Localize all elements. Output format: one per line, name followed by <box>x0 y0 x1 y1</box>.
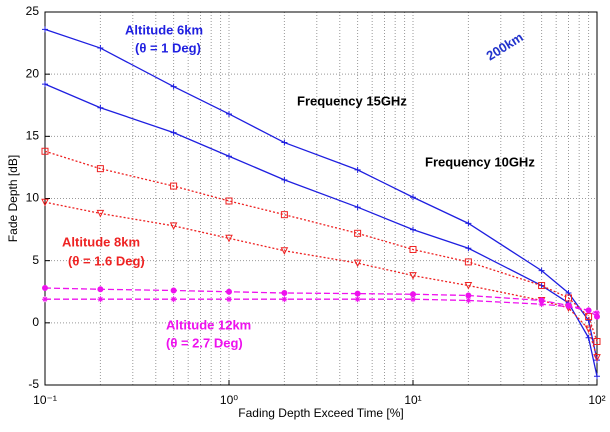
marker <box>225 197 233 205</box>
marker <box>465 297 472 304</box>
marker <box>565 303 572 310</box>
marker <box>225 234 233 243</box>
marker <box>584 325 593 334</box>
y-tick-label: 15 <box>26 129 40 143</box>
marker <box>538 301 545 308</box>
marker <box>170 182 178 190</box>
marker <box>594 373 600 380</box>
series-line <box>44 83 598 377</box>
marker <box>354 166 361 173</box>
marker <box>564 294 572 302</box>
x-tick-label: 10⁻¹ <box>33 393 57 407</box>
marker <box>42 296 48 303</box>
marker <box>97 286 104 293</box>
marker <box>226 296 232 303</box>
marker <box>409 272 417 280</box>
marker <box>280 211 288 219</box>
marker <box>169 222 178 230</box>
annotation: Altitude 8km <box>62 234 140 249</box>
y-tick-label: -5 <box>28 377 39 391</box>
marker <box>226 288 232 295</box>
marker <box>354 290 361 297</box>
marker <box>226 110 232 117</box>
marker <box>409 245 417 253</box>
marker <box>170 83 177 90</box>
y-tick-label: 10 <box>26 191 40 205</box>
marker <box>170 287 177 294</box>
marker <box>593 337 601 345</box>
marker <box>281 296 288 303</box>
series-line <box>44 287 598 318</box>
y-axis-label: Fade Depth [dB] <box>6 155 20 242</box>
marker <box>97 45 104 52</box>
marker <box>464 282 473 290</box>
marker <box>354 229 362 237</box>
y-tick-label: 20 <box>26 66 40 80</box>
marker <box>42 26 48 33</box>
annotation: Altitude 12km <box>166 317 251 332</box>
marker <box>585 307 592 314</box>
marker <box>410 226 416 233</box>
marker <box>97 296 104 303</box>
y-tick-label: 5 <box>32 253 39 267</box>
marker <box>226 153 232 160</box>
marker <box>42 81 48 88</box>
marker <box>42 285 48 292</box>
annotation: (θ = 1.6 Deg) <box>68 253 145 268</box>
marker <box>585 313 593 321</box>
marker <box>410 296 416 303</box>
marker <box>465 220 472 227</box>
marker <box>170 296 177 303</box>
marker <box>593 354 601 362</box>
y-tick-label: 0 <box>32 315 39 329</box>
x-tick-label: 10² <box>588 393 605 407</box>
marker <box>354 204 361 211</box>
marker <box>465 245 472 252</box>
marker <box>96 209 105 218</box>
annotation: (θ = 2.7 Deg) <box>166 335 243 350</box>
marker <box>538 282 546 290</box>
annotation: Frequency 15GHz <box>297 93 407 108</box>
x-tick-label: 10⁰ <box>220 393 238 407</box>
x-tick-label: 10¹ <box>404 393 421 407</box>
marker <box>170 129 177 136</box>
series <box>41 147 601 345</box>
marker <box>594 309 600 316</box>
marker <box>280 247 289 255</box>
annotation: Frequency 10GHz <box>425 154 535 169</box>
marker <box>410 194 416 201</box>
marker <box>281 289 288 296</box>
marker <box>465 292 472 299</box>
marker <box>538 267 545 274</box>
y-tick-label: 25 <box>26 4 40 18</box>
series <box>42 296 600 316</box>
marker <box>410 291 416 298</box>
marker <box>281 139 288 146</box>
marker <box>281 176 288 183</box>
x-axis-label: Fading Depth Exceed Time [%] <box>238 406 403 420</box>
marker <box>354 296 361 303</box>
marker <box>464 258 472 266</box>
marker <box>97 104 104 111</box>
plot-frame <box>44 11 598 386</box>
marker <box>353 259 362 268</box>
marker <box>41 198 49 207</box>
series-line <box>45 298 598 314</box>
marker <box>41 147 49 155</box>
annotation: (θ = 1 Deg) <box>135 40 201 55</box>
marker <box>96 165 104 173</box>
annotation: Altitude 6km <box>125 22 203 37</box>
